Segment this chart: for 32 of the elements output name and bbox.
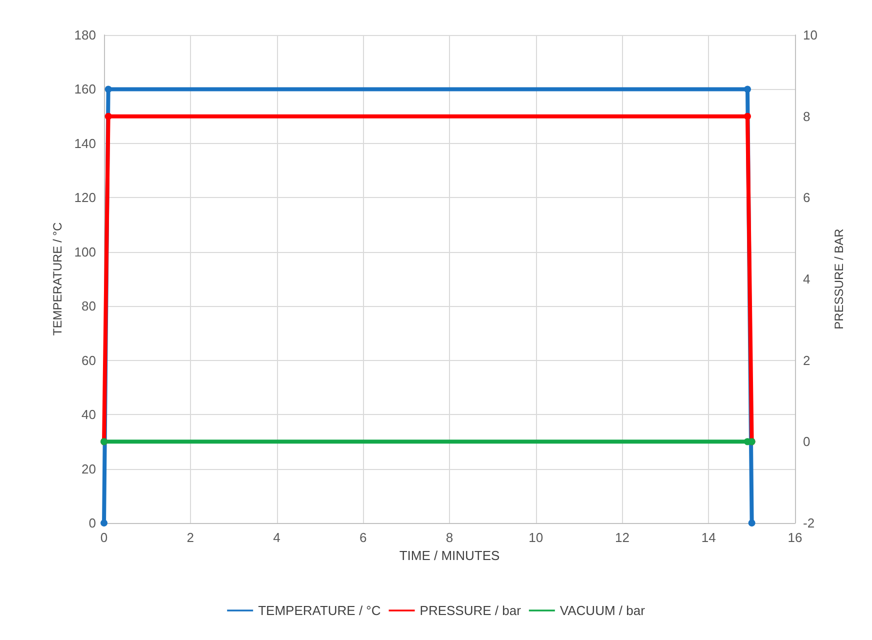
y2-tick-label: 10 [803, 28, 818, 42]
y2-axis-title: PRESSURE / BAR [832, 228, 846, 330]
y-tick-label: 20 [82, 461, 96, 476]
y-tick-label: 100 [74, 244, 96, 260]
x-tick-label: 6 [360, 530, 367, 545]
y2-tick-label: -2 [803, 516, 815, 530]
y-tick-label: 80 [82, 298, 96, 314]
legend-label: PRESSURE / bar [420, 603, 522, 618]
y2-tick-label: 6 [803, 190, 810, 206]
x-tick-label: 14 [701, 530, 716, 545]
y-tick-label: 180 [74, 28, 96, 42]
x-tick-label: 2 [186, 530, 194, 545]
y-tick-label: 0 [88, 516, 96, 530]
x-tick-label: 4 [273, 530, 280, 545]
y-axis-title: TEMPERATURE / °C [50, 222, 64, 336]
y-tick-label: 60 [82, 352, 96, 368]
x-tick-label: 0 [100, 530, 108, 545]
y-tick-label: 120 [74, 190, 96, 206]
y2-tick-label: 4 [803, 272, 810, 286]
legend-label: TEMPERATURE / °C [258, 603, 381, 618]
y-tick-label: 160 [74, 82, 96, 97]
y-tick-label: 140 [74, 136, 96, 151]
y-tick-label: 40 [82, 407, 96, 422]
legend-label: VACUUM / bar [560, 603, 646, 618]
x-tick-label: 12 [615, 530, 630, 545]
y2-tick-label: 8 [803, 108, 810, 124]
x-tick-label: 10 [528, 530, 544, 545]
y2-tick-label: 2 [803, 352, 810, 368]
x-tick-label: 16 [788, 530, 802, 545]
x-axis-title: TIME / MINUTES [399, 548, 500, 563]
x-tick-label: 8 [446, 530, 454, 545]
y2-tick-label: 0 [803, 434, 810, 450]
